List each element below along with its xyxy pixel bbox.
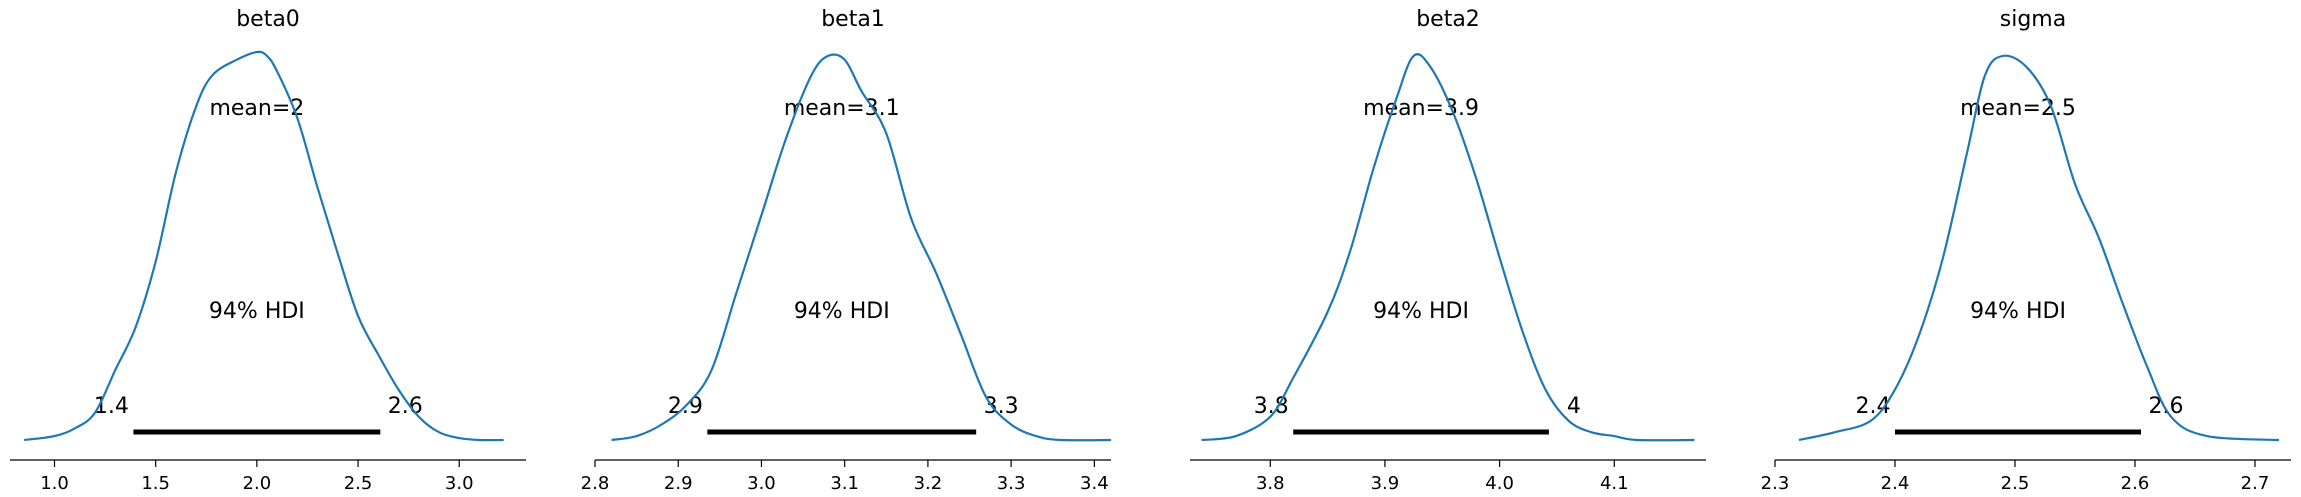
mean-label: mean=3.9 [1363,96,1479,121]
density-curve [24,50,504,442]
x-tick-label: 3.3 [997,473,1026,494]
x-tick-label: 2.8 [581,473,610,494]
x-tick-label: 3.2 [914,473,943,494]
hdi-high-label: 2.6 [2149,394,2184,419]
x-tick-label: 3.8 [1256,473,1285,494]
x-tick-label: 3.4 [1080,473,1109,494]
panel-beta1: beta1 mean=3.1 94% HDI 2.9 3.3 2.8 2.9 3.0… [581,7,1112,494]
x-tick-label: 2.0 [243,473,272,494]
x-tick-label: 3.0 [445,473,474,494]
x-tick-label: 2.4 [1881,473,1910,494]
hdi-label: 94% HDI [1970,299,2066,324]
mean-label: mean=2 [209,96,304,121]
x-tick-label: 1.5 [141,473,170,494]
x-tick-label: 2.6 [2121,473,2150,494]
hdi-label: 94% HDI [794,299,890,324]
density-curve [1798,54,2280,442]
mean-label: mean=3.1 [784,96,900,121]
x-tick-label: 1.0 [40,473,69,494]
x-tick-label: 4.0 [1485,473,1514,494]
panel-beta2: beta2 mean=3.9 94% HDI 3.8 4 3.8 3.9 4.0 4.… [1190,7,1706,494]
x-tick-label: 2.5 [344,473,373,494]
density-curve [1201,53,1695,442]
panel-title: beta1 [821,7,885,32]
density-curve [611,53,1112,442]
x-tick-label: 3.1 [830,473,859,494]
x-tick-label: 2.7 [2241,473,2270,494]
hdi-high-label: 3.3 [984,394,1019,419]
x-tick-label: 4.1 [1600,473,1629,494]
hdi-high-label: 4 [1567,394,1581,419]
panel-beta0: beta0 mean=2 94% HDI 1.4 2.6 1.0 1.5 2.0 2.… [10,7,526,494]
x-tick-label: 2.5 [2001,473,2030,494]
panel-title: beta2 [1416,7,1480,32]
x-tick-label: 2.3 [1761,473,1790,494]
x-tick-label: 3.0 [747,473,776,494]
hdi-label: 94% HDI [209,299,305,324]
panel-title: beta0 [236,7,300,32]
x-tick-label: 2.9 [664,473,693,494]
panel-title: sigma [2000,7,2066,32]
panel-sigma: sigma mean=2.5 94% HDI 2.4 2.6 2.3 2.4 2.5… [1761,7,2291,494]
hdi-label: 94% HDI [1373,299,1469,324]
x-tick-label: 3.9 [1371,473,1400,494]
